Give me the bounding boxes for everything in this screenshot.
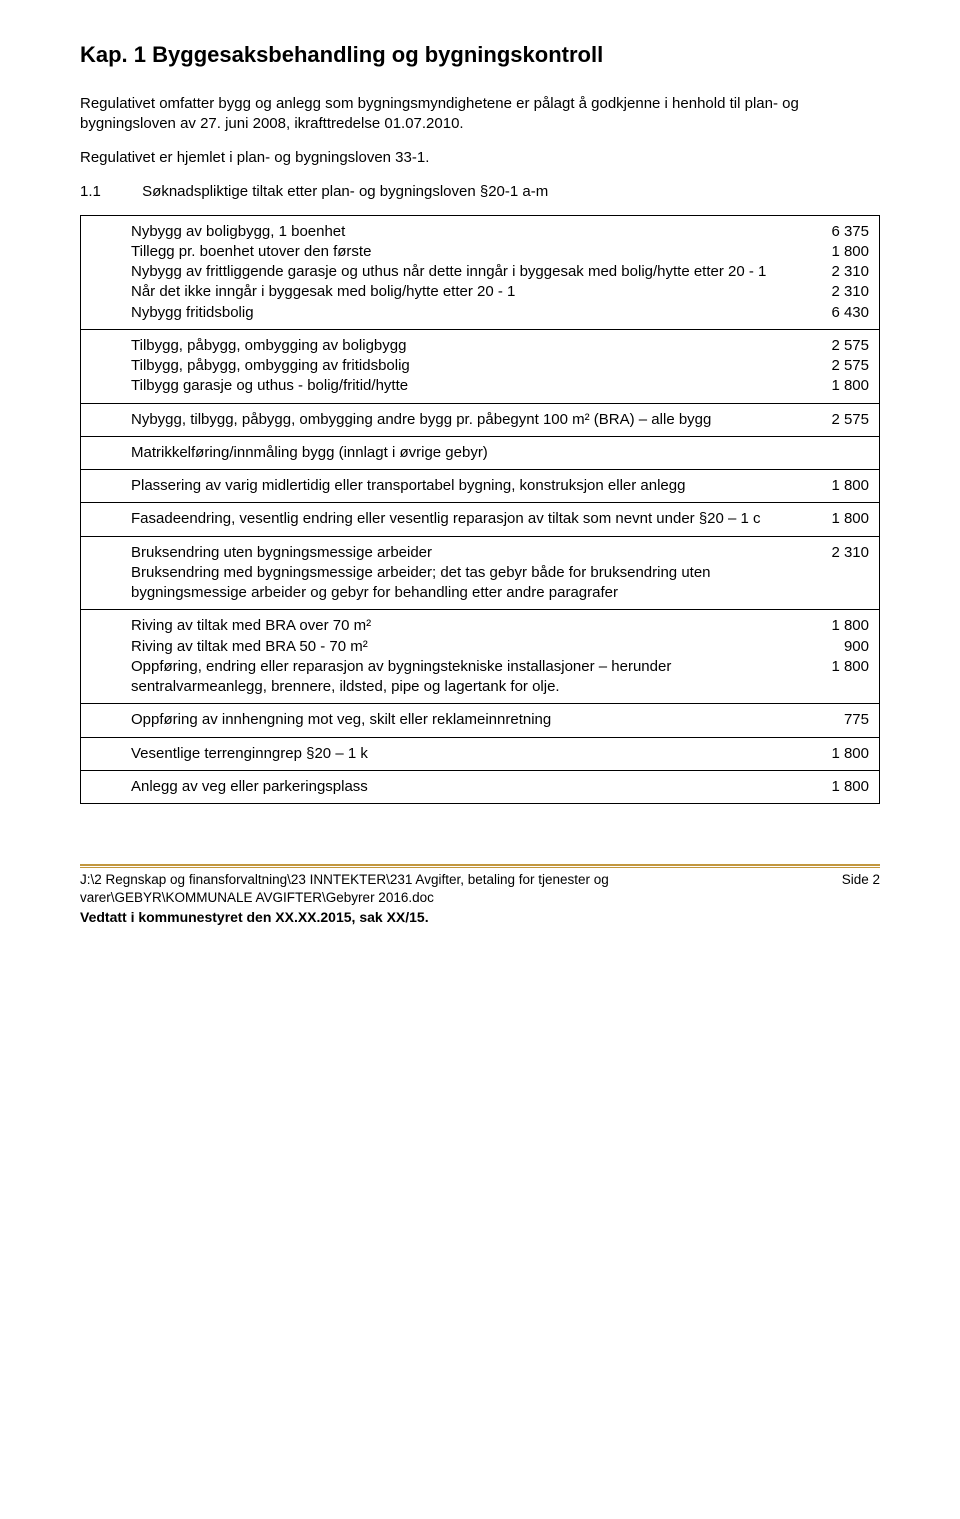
fee-value: 900	[809, 637, 869, 657]
fee-line: Matrikkelføring/innmåling bygg (innlagt …	[131, 443, 869, 463]
fee-line: Plassering av varig midlertidig eller tr…	[131, 476, 869, 496]
fee-line: Når det ikke inngår i byggesak med bolig…	[131, 282, 869, 302]
fee-line: Nybygg av boligbygg, 1 boenhet6 375	[131, 222, 869, 242]
footer-path-line-1: J:\2 Regnskap og finansforvaltning\23 IN…	[80, 871, 832, 889]
fee-label: Vesentlige terrenginngrep §20 – 1 k	[131, 744, 809, 764]
fee-label: Nybygg av frittliggende garasje og uthus…	[131, 262, 809, 282]
fee-block: Riving av tiltak med BRA over 70 m²1 800…	[81, 610, 879, 704]
fee-value: 775	[809, 710, 869, 730]
fee-block: Bruksendring uten bygningsmessige arbeid…	[81, 537, 879, 611]
fee-label: Riving av tiltak med BRA over 70 m²	[131, 616, 809, 636]
fee-value: 2 575	[809, 410, 869, 430]
fee-line: Nybygg fritidsbolig6 430	[131, 303, 869, 323]
chapter-title: Kap. 1 Byggesaksbehandling og bygningsko…	[80, 40, 880, 70]
fee-line: Riving av tiltak med BRA over 70 m²1 800	[131, 616, 869, 636]
fee-label: Riving av tiltak med BRA 50 - 70 m²	[131, 637, 809, 657]
fee-label: Plassering av varig midlertidig eller tr…	[131, 476, 809, 496]
fee-value: 1 800	[809, 376, 869, 396]
fee-block: Nybygg, tilbygg, påbygg, ombygging andre…	[81, 404, 879, 437]
fee-line: Fasadeendring, vesentlig endring eller v…	[131, 509, 869, 529]
fee-line: Bruksendring med bygningsmessige arbeide…	[131, 563, 869, 604]
fee-line: Oppføring av innhengning mot veg, skilt …	[131, 710, 869, 730]
fee-block: Vesentlige terrenginngrep §20 – 1 k1 800	[81, 738, 879, 771]
fee-value: 2 575	[809, 356, 869, 376]
intro-paragraph-1: Regulativet omfatter bygg og anlegg som …	[80, 94, 880, 135]
fee-block: Oppføring av innhengning mot veg, skilt …	[81, 704, 879, 737]
footer-adopted: Vedtatt i kommunestyret den XX.XX.2015, …	[80, 908, 832, 927]
fee-label: Oppføring, endring eller reparasjon av b…	[131, 657, 809, 698]
fee-value: 1 800	[809, 777, 869, 797]
section-heading: 1.1 Søknadspliktige tiltak etter plan- o…	[80, 182, 880, 202]
fee-line: Vesentlige terrenginngrep §20 – 1 k1 800	[131, 744, 869, 764]
fee-value: 1 800	[809, 476, 869, 496]
fee-label: Anlegg av veg eller parkeringsplass	[131, 777, 809, 797]
fee-value: 2 575	[809, 336, 869, 356]
fee-label: Oppføring av innhengning mot veg, skilt …	[131, 710, 809, 730]
fee-block: Plassering av varig midlertidig eller tr…	[81, 470, 879, 503]
fee-label: Nybygg, tilbygg, påbygg, ombygging andre…	[131, 410, 809, 430]
fee-value: 2 310	[809, 282, 869, 302]
fee-value: 1 800	[809, 509, 869, 529]
fee-line: Bruksendring uten bygningsmessige arbeid…	[131, 543, 869, 563]
fee-label: Tilbygg, påbygg, ombygging av boligbygg	[131, 336, 809, 356]
fee-value: 1 800	[809, 242, 869, 262]
footer-path-line-2: varer\GEBYR\KOMMUNALE AVGIFTER\Gebyrer 2…	[80, 889, 832, 907]
fee-line: Oppføring, endring eller reparasjon av b…	[131, 657, 869, 698]
fee-label: Fasadeendring, vesentlig endring eller v…	[131, 509, 809, 529]
fee-label: Nybygg fritidsbolig	[131, 303, 809, 323]
fee-label: Tilbygg, påbygg, ombygging av fritidsbol…	[131, 356, 809, 376]
section-number: 1.1	[80, 182, 138, 202]
fee-block: Fasadeendring, vesentlig endring eller v…	[81, 503, 879, 536]
fee-block: Nybygg av boligbygg, 1 boenhet6 375Tille…	[81, 216, 879, 330]
fee-value: 1 800	[809, 657, 869, 677]
fee-line: Nybygg, tilbygg, påbygg, ombygging andre…	[131, 410, 869, 430]
fee-line: Nybygg av frittliggende garasje og uthus…	[131, 262, 869, 282]
section-title-text: Søknadspliktige tiltak etter plan- og by…	[142, 183, 548, 200]
footer-left: J:\2 Regnskap og finansforvaltning\23 IN…	[80, 871, 832, 926]
page-footer: J:\2 Regnskap og finansforvaltning\23 IN…	[80, 871, 880, 926]
fee-block: Anlegg av veg eller parkeringsplass1 800	[81, 771, 879, 803]
fee-line: Tillegg pr. boenhet utover den første1 8…	[131, 242, 869, 262]
fee-value: 1 800	[809, 744, 869, 764]
fee-value: 1 800	[809, 616, 869, 636]
fee-line: Tilbygg garasje og uthus - bolig/fritid/…	[131, 376, 869, 396]
footer-page-number: Side 2	[832, 871, 880, 926]
fee-value: 2 310	[809, 543, 869, 563]
fee-line: Tilbygg, påbygg, ombygging av boligbygg2…	[131, 336, 869, 356]
fee-value: 6 430	[809, 303, 869, 323]
fee-label: Matrikkelføring/innmåling bygg (innlagt …	[131, 443, 809, 463]
fee-label: Når det ikke inngår i byggesak med bolig…	[131, 282, 809, 302]
fee-value: 2 310	[809, 262, 869, 282]
fee-value: 6 375	[809, 222, 869, 242]
fee-block: Matrikkelføring/innmåling bygg (innlagt …	[81, 437, 879, 470]
fee-line: Riving av tiltak med BRA 50 - 70 m²900	[131, 637, 869, 657]
fee-label: Tillegg pr. boenhet utover den første	[131, 242, 809, 262]
fee-label: Bruksendring med bygningsmessige arbeide…	[131, 563, 809, 604]
fee-line: Anlegg av veg eller parkeringsplass1 800	[131, 777, 869, 797]
footer-separator	[80, 864, 880, 868]
fee-line: Tilbygg, påbygg, ombygging av fritidsbol…	[131, 356, 869, 376]
fee-label: Bruksendring uten bygningsmessige arbeid…	[131, 543, 809, 563]
fee-block: Tilbygg, påbygg, ombygging av boligbygg2…	[81, 330, 879, 404]
fee-label: Tilbygg garasje og uthus - bolig/fritid/…	[131, 376, 809, 396]
fee-label: Nybygg av boligbygg, 1 boenhet	[131, 222, 809, 242]
fees-table: Nybygg av boligbygg, 1 boenhet6 375Tille…	[80, 215, 880, 805]
intro-paragraph-2: Regulativet er hjemlet i plan- og bygnin…	[80, 148, 880, 168]
